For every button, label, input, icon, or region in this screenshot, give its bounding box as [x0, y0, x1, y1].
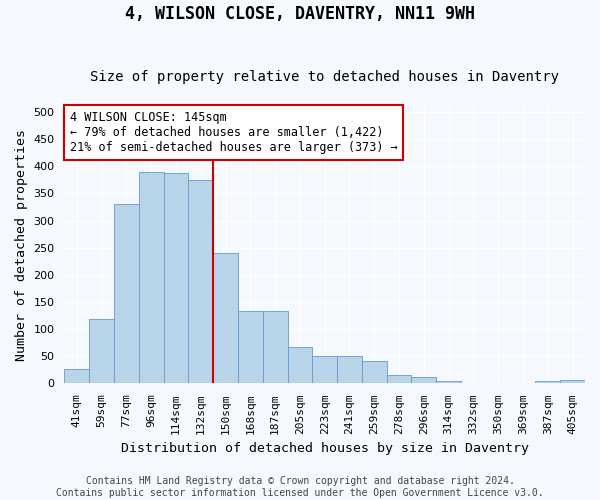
Bar — [337, 356, 362, 384]
Bar — [188, 180, 213, 384]
Bar — [535, 380, 560, 384]
Bar — [114, 204, 139, 384]
Bar — [89, 320, 114, 384]
Bar — [436, 380, 461, 384]
Bar — [164, 172, 188, 384]
Bar — [139, 172, 164, 384]
Bar — [313, 356, 337, 384]
Bar — [362, 360, 386, 384]
Bar — [263, 311, 287, 384]
Bar — [287, 346, 313, 384]
Bar — [238, 311, 263, 384]
Title: Size of property relative to detached houses in Daventry: Size of property relative to detached ho… — [90, 70, 559, 85]
Text: 4 WILSON CLOSE: 145sqm
← 79% of detached houses are smaller (1,422)
21% of semi-: 4 WILSON CLOSE: 145sqm ← 79% of detached… — [70, 110, 397, 154]
Bar — [412, 378, 436, 384]
Text: 4, WILSON CLOSE, DAVENTRY, NN11 9WH: 4, WILSON CLOSE, DAVENTRY, NN11 9WH — [125, 5, 475, 23]
Bar — [213, 253, 238, 384]
Bar — [64, 369, 89, 384]
X-axis label: Distribution of detached houses by size in Daventry: Distribution of detached houses by size … — [121, 442, 529, 455]
Y-axis label: Number of detached properties: Number of detached properties — [15, 129, 28, 361]
Bar — [560, 380, 585, 384]
Bar — [386, 376, 412, 384]
Text: Contains HM Land Registry data © Crown copyright and database right 2024.
Contai: Contains HM Land Registry data © Crown c… — [56, 476, 544, 498]
